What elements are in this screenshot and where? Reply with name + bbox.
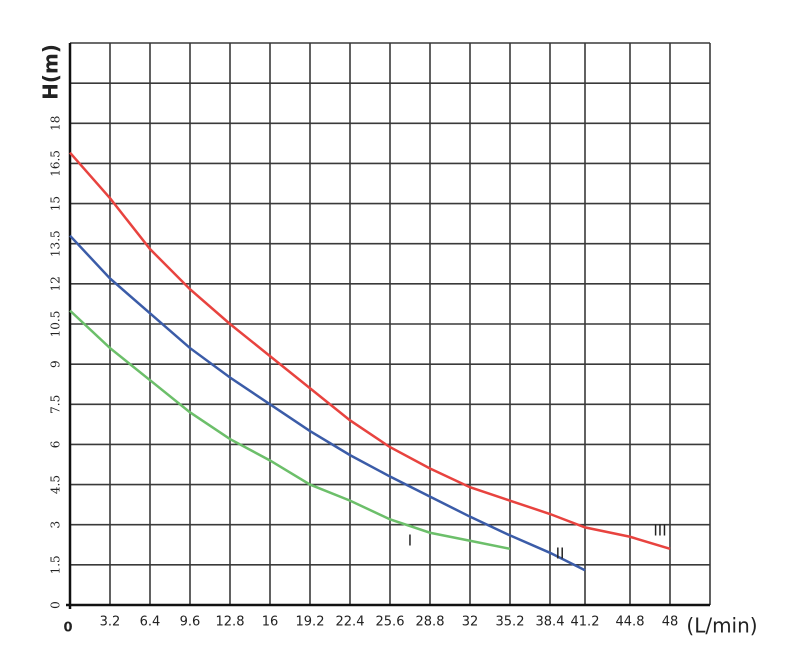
y-axis-title: H(m) [39, 44, 63, 100]
curve [69, 309, 511, 551]
y-tick-label: 4.5 [49, 475, 63, 494]
y-tick-label: 10.5 [49, 311, 63, 338]
x-tick-label: 44.8 [616, 615, 645, 630]
y-tick-label: 3 [49, 521, 63, 529]
y-tick-label: 0 [49, 601, 63, 609]
y-tick-label: 9 [49, 360, 63, 368]
x-tick-label: 22.4 [336, 615, 365, 630]
x-tick-label: 16 [262, 615, 279, 630]
y-tick-label: 7.5 [49, 395, 63, 414]
x-tick-label: 19.2 [296, 615, 325, 630]
x-tick-label: 32 [462, 615, 479, 630]
y-tick-label: 1.5 [49, 555, 63, 574]
curve-label: III [653, 521, 666, 539]
y-tick-label: 6 [49, 441, 63, 449]
curve-label: II [556, 545, 565, 563]
x-tick-label: 3.2 [100, 615, 121, 630]
x-tick-label: 6.4 [140, 615, 161, 630]
y-tick-label: 16.5 [49, 150, 63, 177]
y-tick-label: 18 [49, 116, 63, 131]
x-tick-label: 0 [63, 621, 72, 636]
curve-label: I [408, 531, 412, 549]
x-tick-label: 48 [662, 615, 679, 630]
x-tick-label: 35.2 [496, 615, 525, 630]
y-tick-label: 13.5 [49, 230, 63, 257]
x-tick-label: 9.6 [180, 615, 201, 630]
x-axis-title: (L/min) [686, 614, 757, 638]
x-tick-label: 12.8 [216, 615, 245, 630]
curve [69, 234, 586, 572]
x-tick-label: 38.4 [536, 615, 565, 630]
curve [69, 151, 671, 550]
y-tick-label: 12 [49, 276, 63, 291]
x-tick-label: 28.8 [416, 615, 445, 630]
x-tick-label: 25.6 [376, 615, 405, 630]
y-tick-label: 15 [49, 196, 63, 211]
x-tick-label: 41.2 [571, 615, 600, 630]
